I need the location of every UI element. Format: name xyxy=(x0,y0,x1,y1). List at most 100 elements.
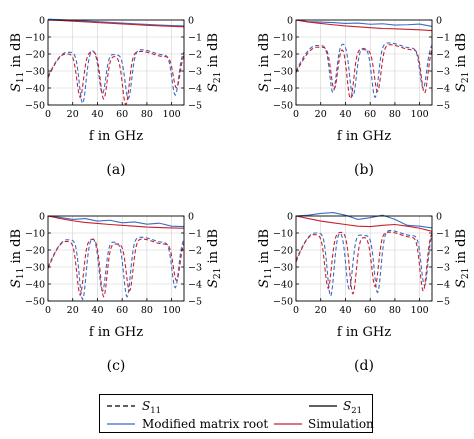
x-tick-label: 80 xyxy=(141,305,153,316)
y-left-axis-label: S11 in dB xyxy=(9,33,26,92)
y-left-axis-label: S11 in dB xyxy=(257,229,274,288)
y-left-tick-label: −50 xyxy=(273,297,293,308)
y-left-tick-label: 0 xyxy=(39,16,45,27)
y-right-tick-label: −5 xyxy=(188,101,202,112)
x-tick-label: 20 xyxy=(315,305,327,316)
y-right-tick-label: −4 xyxy=(436,280,450,291)
y-right-tick-label: −2 xyxy=(436,246,450,257)
s21-modified-line xyxy=(295,212,433,229)
grid xyxy=(48,216,184,301)
x-tick-label: 0 xyxy=(293,305,299,316)
y-right-tick-label: −1 xyxy=(188,33,202,44)
y-left-tick-label: −50 xyxy=(25,101,45,112)
y-right-tick-label: −4 xyxy=(188,84,202,95)
legend-s21-label: S21 xyxy=(343,399,362,416)
x-tick-label: 100 xyxy=(411,305,429,316)
x-tick-label: 100 xyxy=(163,109,181,120)
y-left-tick-label: −40 xyxy=(273,280,293,291)
x-tick-label: 100 xyxy=(163,305,181,316)
x-tick-label: 40 xyxy=(339,305,351,316)
s11-simulation-line xyxy=(47,50,185,106)
y-left-tick-label: 0 xyxy=(287,212,293,223)
y-left-tick-label: −30 xyxy=(273,67,293,78)
y-right-tick-label: −5 xyxy=(436,297,450,308)
y-left-axis-label: S11 in dB xyxy=(257,33,274,92)
y-left-tick-label: −50 xyxy=(25,297,45,308)
plot-frame xyxy=(47,215,185,302)
legend-frame xyxy=(99,394,373,433)
y-right-tick-label: −2 xyxy=(188,246,202,257)
s21-simulation-line xyxy=(295,19,433,32)
y-right-tick-label: −2 xyxy=(188,50,202,61)
y-left-tick-label: −10 xyxy=(25,229,45,240)
panel-d: 0 20 40 60 80 1000−10−20−30−40−500−1−2−3−4−5f… xyxy=(257,212,471,375)
y-left-tick-label: −10 xyxy=(273,33,293,44)
s11-modified-line xyxy=(295,42,433,99)
plot-frame xyxy=(295,215,433,302)
y-left-tick-label: −30 xyxy=(273,263,293,274)
y-right-tick-label: −5 xyxy=(188,297,202,308)
y-right-axis-label: S21 in dB xyxy=(206,229,223,288)
y-right-tick-label: −1 xyxy=(436,33,450,44)
s11-modified-line xyxy=(295,229,433,298)
x-axis-label: f in GHz xyxy=(89,129,143,144)
x-tick-label: 40 xyxy=(91,109,103,120)
panel-caption: (d) xyxy=(354,358,374,374)
y-left-tick-label: −40 xyxy=(25,280,45,291)
panel-caption: (b) xyxy=(354,162,374,178)
x-tick-label: 60 xyxy=(116,109,128,120)
plot-frame xyxy=(47,19,185,106)
y-right-tick-label: 0 xyxy=(188,212,194,223)
y-right-tick-label: 0 xyxy=(188,16,194,27)
y-left-tick-label: −50 xyxy=(273,101,293,112)
y-right-axis-label: S21 in dB xyxy=(454,33,471,92)
y-left-tick-label: −20 xyxy=(25,50,45,61)
grid xyxy=(48,20,184,105)
y-left-tick-label: −20 xyxy=(273,50,293,61)
x-tick-label: 20 xyxy=(315,109,327,120)
panel-a: 0 20 40 60 80 1000−10−20−30−40−500−1−2−3−4−5f… xyxy=(9,16,223,179)
panel-c: 0 20 40 60 80 1000−10−20−30−40−500−1−2−3−4−5f… xyxy=(9,212,223,375)
x-tick-label: 80 xyxy=(141,109,153,120)
x-tick-label: 0 xyxy=(293,109,299,120)
y-left-tick-label: −10 xyxy=(25,33,45,44)
y-right-tick-label: −1 xyxy=(188,229,202,240)
x-tick-label: 0 xyxy=(45,305,51,316)
x-tick-label: 80 xyxy=(389,109,401,120)
y-left-tick-label: −20 xyxy=(25,246,45,257)
x-tick-label: 80 xyxy=(389,305,401,316)
y-right-tick-label: 0 xyxy=(436,212,442,223)
y-right-tick-label: −2 xyxy=(436,50,450,61)
y-left-tick-label: −10 xyxy=(273,229,293,240)
s21-modified-line xyxy=(295,19,433,28)
s21-modified-line xyxy=(47,215,185,228)
y-right-tick-label: −1 xyxy=(436,229,450,240)
s11-modified-line xyxy=(47,49,185,105)
y-right-tick-label: −4 xyxy=(188,280,202,291)
panel-caption: (a) xyxy=(106,162,125,178)
s11-modified-line xyxy=(47,236,185,301)
y-right-tick-label: −4 xyxy=(436,84,450,95)
y-left-tick-label: 0 xyxy=(39,212,45,223)
legend-s11-label: S11 xyxy=(142,399,161,416)
y-right-tick-label: −3 xyxy=(188,263,202,274)
s21-simulation-line xyxy=(295,215,433,232)
y-right-tick-label: −3 xyxy=(436,263,450,274)
x-axis-label: f in GHz xyxy=(337,325,391,340)
s21-simulation-line xyxy=(47,19,185,28)
x-tick-label: 60 xyxy=(364,305,376,316)
legend-simulation-label: Simulation xyxy=(308,417,374,431)
y-right-tick-label: 0 xyxy=(436,16,442,27)
x-tick-label: 20 xyxy=(67,305,79,316)
s21-simulation-line xyxy=(47,215,185,229)
x-axis-label: f in GHz xyxy=(89,325,143,340)
x-axis-label: f in GHz xyxy=(337,129,391,144)
s11-simulation-line xyxy=(295,231,433,295)
legend-modified-label: Modified matrix root xyxy=(142,417,268,431)
y-right-tick-label: −5 xyxy=(436,101,450,112)
legend: S11 S21 Modified matrix root Simulation xyxy=(99,394,374,433)
y-left-tick-label: −30 xyxy=(25,263,45,274)
y-left-tick-label: 0 xyxy=(287,16,293,27)
panel-b: 0 20 40 60 80 1000−10−20−30−40−500−1−2−3−4−5f… xyxy=(257,16,471,179)
